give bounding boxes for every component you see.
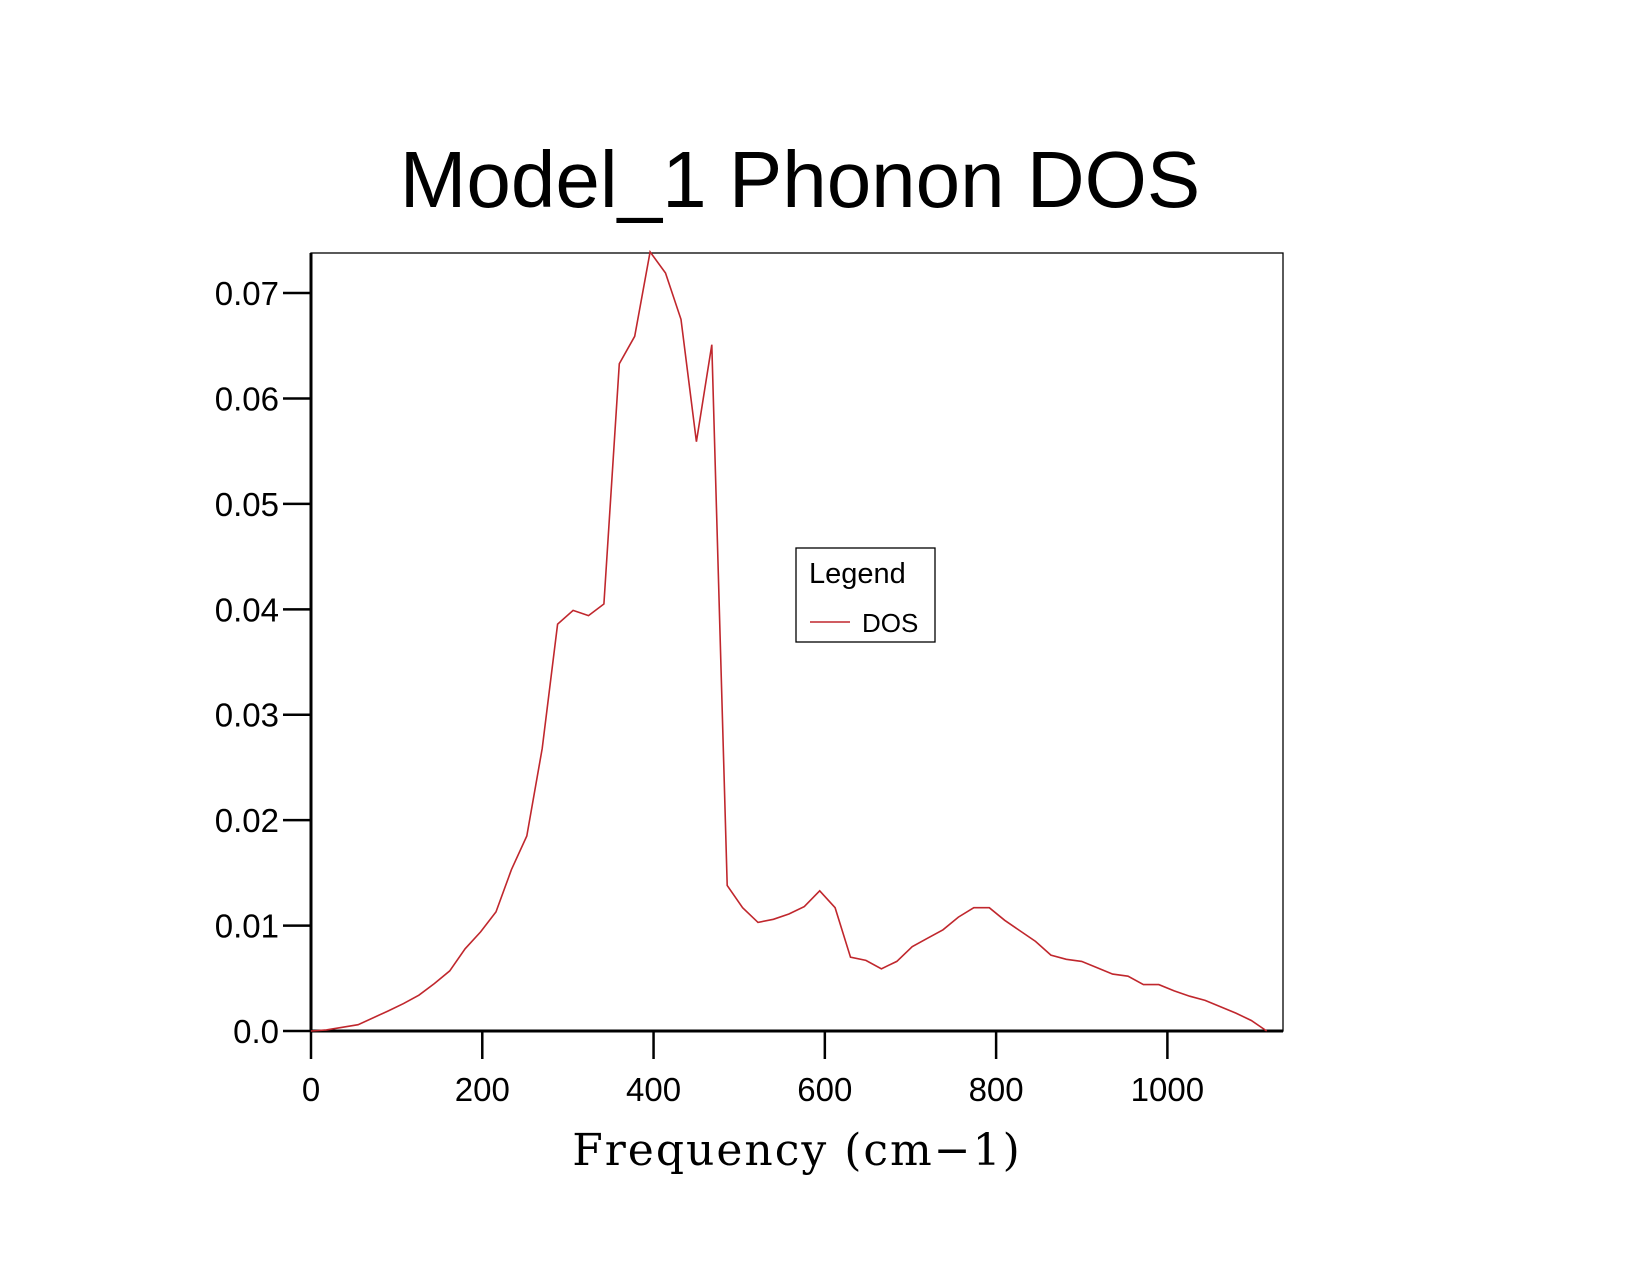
x-tick-label: 1000 xyxy=(1131,1071,1204,1108)
x-ticks: 0 200 400 600 800 1000 xyxy=(302,1031,1204,1108)
chart-title: Model_1 Phonon DOS xyxy=(400,135,1201,224)
y-tick-label: 0.06 xyxy=(215,380,279,417)
y-tick-label: 0.01 xyxy=(215,908,279,945)
y-ticks: 0.0 0.01 0.02 0.03 0.04 0.05 0.06 0.07 xyxy=(215,275,311,1050)
y-tick-label: 0.07 xyxy=(215,275,279,312)
x-axis-label: Frequency (cm−1) xyxy=(572,1125,1022,1176)
y-tick-label: 0.03 xyxy=(215,697,279,734)
y-tick-label: 0.02 xyxy=(215,802,279,839)
x-tick-label: 400 xyxy=(626,1071,681,1108)
series-layer xyxy=(310,249,1268,1032)
legend: Legend DOS xyxy=(795,547,936,643)
series-line-dos xyxy=(310,249,1268,1032)
legend-label-dos: DOS xyxy=(862,608,918,638)
x-tick-label: 0 xyxy=(302,1071,320,1108)
x-tick-label: 600 xyxy=(797,1071,852,1108)
legend-box xyxy=(795,547,936,643)
x-tick-label: 800 xyxy=(969,1071,1024,1108)
y-tick-label: 0.0 xyxy=(233,1013,279,1050)
legend-title: Legend xyxy=(809,558,906,590)
y-tick-label: 0.05 xyxy=(215,486,279,523)
x-tick-label: 200 xyxy=(455,1071,510,1108)
y-tick-label: 0.04 xyxy=(215,591,279,628)
